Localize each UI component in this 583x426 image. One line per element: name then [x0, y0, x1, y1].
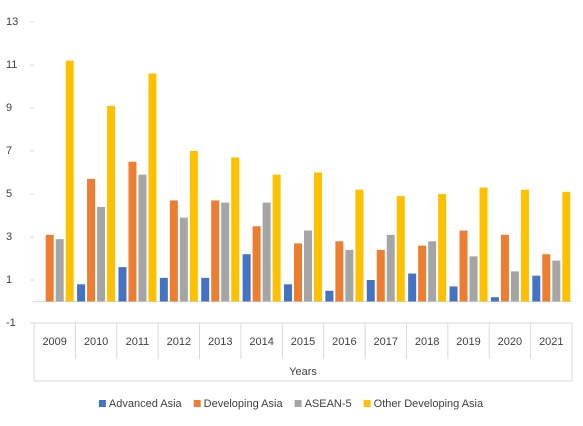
- bar: [128, 161, 137, 302]
- bar: [552, 260, 561, 302]
- x-tick-label: 2012: [167, 336, 191, 348]
- bar: [242, 254, 251, 302]
- bar: [148, 73, 157, 302]
- legend-label: Developing Asia: [204, 398, 284, 410]
- bar: [65, 60, 74, 302]
- bar: [189, 151, 198, 302]
- x-tick-label: 2017: [374, 336, 398, 348]
- x-tick-label: 2018: [415, 336, 439, 348]
- bar: [262, 202, 271, 302]
- legend-swatch: [294, 400, 302, 407]
- y-tick-label: 9: [6, 102, 12, 114]
- bar: [55, 239, 64, 302]
- bar: [221, 202, 230, 302]
- bar: [532, 275, 541, 302]
- bar: [77, 284, 86, 302]
- x-tick-label: 2010: [84, 336, 108, 348]
- bar: [469, 256, 478, 302]
- x-tick-label: 2021: [539, 336, 563, 348]
- bar: [345, 249, 354, 302]
- bar: [335, 241, 344, 302]
- x-tick-label: 2011: [126, 336, 150, 348]
- bar: [386, 234, 395, 302]
- bar: [366, 280, 375, 302]
- x-tick-label: 2015: [291, 336, 315, 348]
- legend-label: Other Developing Asia: [374, 398, 484, 410]
- bar: [542, 254, 551, 302]
- y-tick-label: 11: [6, 59, 17, 71]
- bar: [179, 217, 188, 302]
- bar: [284, 284, 292, 302]
- bar: [479, 187, 488, 302]
- bar: [449, 286, 458, 302]
- x-tick-label: 2014: [249, 336, 273, 348]
- bar: [500, 234, 509, 302]
- bar: [396, 196, 405, 302]
- x-axis-label: Years: [289, 366, 317, 378]
- x-tick-label: 2013: [208, 336, 232, 348]
- bar: [201, 277, 210, 302]
- bar: [107, 105, 116, 302]
- y-tick-label: 7: [6, 145, 12, 157]
- bar: [562, 191, 571, 302]
- bar: [138, 174, 147, 302]
- bar: [272, 174, 281, 302]
- bar: [231, 157, 240, 302]
- bar: [97, 206, 106, 302]
- y-tick-label: 1: [6, 274, 12, 286]
- y-tick-label: 13: [6, 16, 18, 28]
- bar: [520, 189, 529, 302]
- bar: [376, 249, 385, 302]
- x-tick-label: 2009: [42, 336, 66, 348]
- legend-label: Advanced Asia: [109, 398, 183, 410]
- bar: [252, 226, 261, 302]
- legend-swatch: [363, 400, 371, 407]
- bar: [510, 271, 519, 302]
- bar: [438, 194, 447, 302]
- bar: [118, 267, 127, 302]
- bar: [418, 245, 427, 302]
- bar: [159, 277, 168, 302]
- x-tick-label: 2016: [332, 336, 356, 348]
- legend-swatch: [98, 400, 106, 407]
- bar: [459, 230, 468, 302]
- bar: [304, 230, 312, 302]
- bar: [355, 189, 364, 302]
- bar: [314, 172, 322, 302]
- x-tick-label: 2020: [498, 336, 522, 348]
- bar: [325, 290, 334, 302]
- bar: [490, 297, 499, 302]
- y-tick-label: 5: [6, 188, 12, 200]
- legend-swatch: [193, 400, 201, 407]
- bar: [294, 243, 302, 302]
- y-tick-label: -1: [6, 317, 16, 329]
- x-tick-label: 2019: [456, 336, 480, 348]
- bar: [211, 200, 220, 302]
- y-tick-label: 3: [6, 231, 12, 243]
- bar: [428, 241, 437, 302]
- bar: [87, 178, 96, 302]
- bar: [169, 200, 178, 302]
- legend-label: ASEAN-5: [305, 398, 352, 410]
- bar: [408, 273, 417, 302]
- bar: [45, 234, 54, 302]
